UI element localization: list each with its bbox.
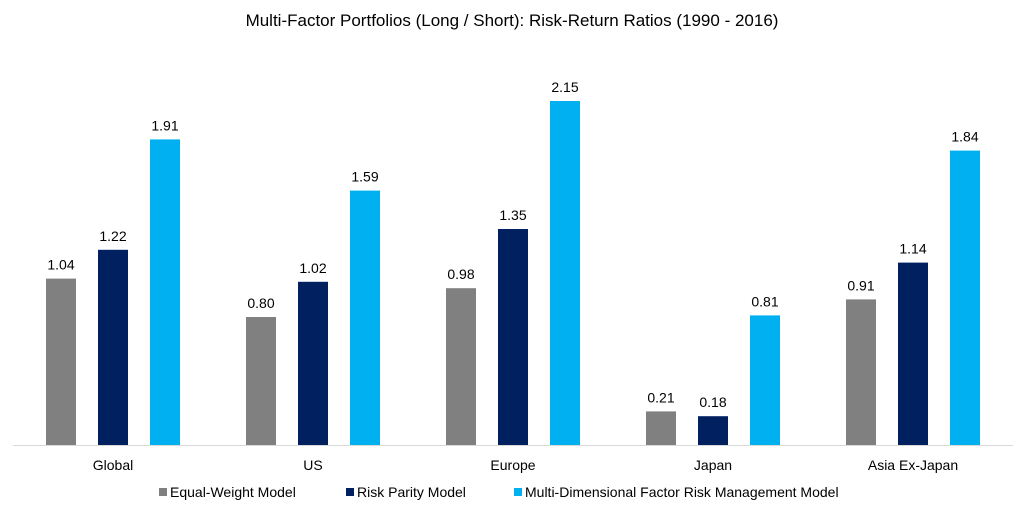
legend-swatch [159,488,167,496]
bar [150,139,180,445]
bar [898,262,928,445]
bar [750,315,780,445]
legend-swatch [514,488,522,496]
data-label: 1.22 [99,228,126,244]
data-label: 1.35 [499,207,526,223]
data-label: 0.91 [847,277,874,293]
data-label: 1.84 [951,129,978,145]
bar [98,249,128,445]
bar [246,317,276,445]
x-tick-label: Japan [694,457,732,473]
x-tick-label: US [303,457,322,473]
data-label: 1.04 [47,257,74,273]
bar [350,190,380,445]
bar [950,150,980,445]
data-label: 2.15 [551,79,578,95]
x-tick-label: Asia Ex-Japan [868,457,958,473]
data-label: 1.14 [899,241,926,257]
data-label: 0.21 [647,389,674,405]
x-tick-label: Global [93,457,133,473]
data-label: 0.80 [247,295,274,311]
bar [446,288,476,445]
data-label: 1.02 [299,260,326,276]
data-label: 1.91 [151,117,178,133]
legend-label: Multi-Dimensional Factor Risk Management… [525,484,839,500]
data-label: 0.18 [699,394,726,410]
chart-title: Multi-Factor Portfolios (Long / Short): … [246,11,779,30]
bar [550,101,580,445]
data-label: 0.81 [751,293,778,309]
bar [846,299,876,445]
bar [298,281,328,445]
bar [698,416,728,445]
legend-swatch [346,488,354,496]
legend-label: Equal-Weight Model [170,484,296,500]
bar [46,278,76,445]
bar [646,411,676,445]
data-label: 0.98 [447,266,474,282]
data-label: 1.59 [351,169,378,185]
bar [498,229,528,445]
legend-label: Risk Parity Model [357,484,466,500]
x-tick-label: Europe [490,457,535,473]
